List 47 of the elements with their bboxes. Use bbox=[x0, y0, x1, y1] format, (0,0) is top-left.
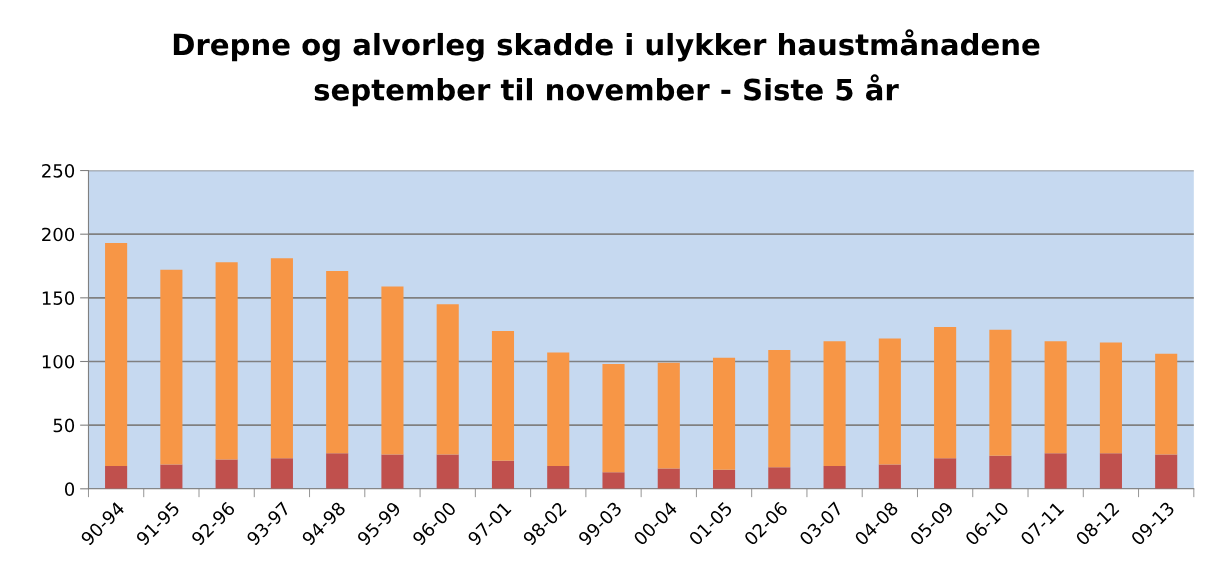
chart-title: Drepne og alvorleg skadde i ulykker haustmånadene september til november - Siste 5 år bbox=[173, 29, 1040, 107]
bar bbox=[934, 327, 957, 459]
bar bbox=[713, 357, 736, 470]
y-tick-label: 0 bbox=[64, 482, 75, 496]
bar bbox=[491, 460, 515, 489]
bar bbox=[1044, 341, 1067, 454]
bar bbox=[436, 304, 459, 455]
bar bbox=[878, 464, 901, 489]
bar bbox=[547, 352, 570, 466]
bar bbox=[713, 469, 736, 489]
bar bbox=[105, 243, 128, 466]
bar bbox=[878, 338, 901, 465]
bar bbox=[768, 467, 791, 489]
bar bbox=[657, 362, 680, 469]
bar bbox=[1155, 353, 1178, 455]
bar bbox=[1044, 453, 1067, 489]
bar bbox=[160, 269, 183, 465]
bar bbox=[270, 458, 293, 489]
bar bbox=[768, 350, 791, 468]
bar bbox=[326, 271, 349, 454]
bar bbox=[657, 468, 680, 489]
bar bbox=[381, 454, 404, 489]
bar bbox=[160, 464, 183, 489]
bar bbox=[989, 455, 1012, 489]
bar bbox=[215, 262, 238, 460]
bar bbox=[547, 465, 570, 489]
bar bbox=[823, 465, 846, 489]
bar bbox=[326, 453, 349, 489]
bar bbox=[1155, 454, 1178, 489]
y-tick-label: 100 bbox=[42, 354, 75, 369]
bar bbox=[215, 459, 238, 489]
bar bbox=[934, 458, 957, 489]
bar bbox=[270, 258, 293, 459]
bar bbox=[105, 465, 128, 489]
bar bbox=[436, 454, 459, 489]
bar bbox=[1099, 453, 1122, 489]
bar bbox=[602, 472, 625, 489]
y-tick-label: 250 bbox=[42, 163, 75, 178]
bar bbox=[823, 341, 846, 466]
y-tick-label: 150 bbox=[42, 291, 75, 305]
bar bbox=[491, 330, 515, 461]
bar bbox=[381, 286, 404, 455]
bar bbox=[602, 364, 625, 473]
bar bbox=[1099, 342, 1122, 454]
bar bbox=[989, 329, 1012, 456]
y-tick-label: 50 bbox=[53, 418, 75, 433]
y-tick-label: 200 bbox=[42, 227, 75, 242]
